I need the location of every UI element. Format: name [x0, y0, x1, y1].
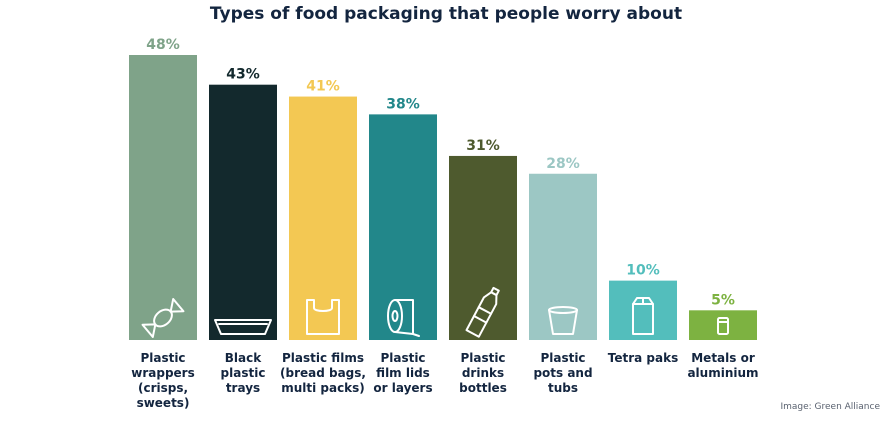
data-label: 38%: [386, 96, 420, 112]
category-label-line: sweets): [137, 396, 190, 410]
chart-title: Types of food packaging that people worr…: [209, 4, 683, 24]
category-label-line: wrappers: [131, 366, 194, 380]
category-label-line: trays: [226, 381, 260, 395]
category-label: Plastic drinks bottles: [459, 351, 507, 395]
category-label: Plastic film lids or layers: [373, 351, 432, 395]
category-label-line: Plastic films: [282, 351, 364, 365]
bar: [529, 173, 597, 340]
category-label-line: (crisps,: [138, 381, 188, 395]
bar: [369, 114, 437, 340]
data-label: 31%: [466, 138, 500, 154]
category-label-line: Plastic: [540, 351, 585, 365]
film-roll-icon: [387, 299, 420, 337]
category-label: Black plastic trays: [221, 351, 266, 395]
category-label-line: drinks: [462, 366, 504, 380]
category-label-line: Plastic: [140, 351, 185, 365]
bar: [209, 84, 277, 340]
tray-icon: [214, 319, 272, 335]
category-label-line: plastic: [221, 366, 266, 380]
data-label: 28%: [546, 156, 580, 172]
category-label: Plastic pots and tubs: [533, 351, 592, 395]
bar: [129, 55, 197, 340]
category-label-line: tubs: [548, 381, 578, 395]
category-label-line: multi packs): [281, 381, 365, 395]
category-label-line: Tetra paks: [608, 351, 678, 365]
data-label: 41%: [306, 79, 340, 95]
data-label: 5%: [711, 292, 735, 308]
category-label: Plastic films (bread bags, multi packs): [280, 351, 366, 395]
category-label: Tetra paks: [608, 351, 678, 365]
sweet-wrapper-icon: [141, 298, 185, 338]
bar: [689, 310, 757, 340]
category-label-line: pots and: [533, 366, 592, 380]
category-label-line: or layers: [373, 381, 432, 395]
carton-icon: [632, 297, 654, 335]
category-label: Metals or aluminium: [687, 351, 758, 380]
image-credit: Image: Green Alliance: [780, 402, 880, 412]
category-label-line: (bread bags,: [280, 366, 366, 380]
pot-icon: [548, 306, 578, 335]
category-label-line: aluminium: [687, 366, 758, 380]
category-label-line: Metals or: [691, 351, 755, 365]
category-label-line: Black: [225, 351, 262, 365]
bar: [609, 280, 677, 340]
category-label-line: film lids: [376, 366, 430, 380]
data-label: 48%: [146, 37, 180, 53]
bar: [449, 155, 517, 340]
category-label-line: Plastic: [460, 351, 505, 365]
bottle-icon: [465, 286, 500, 338]
plastic-bag-icon: [306, 299, 340, 335]
category-label-line: bottles: [459, 381, 507, 395]
can-icon: [717, 317, 729, 335]
category-label-line: Plastic: [380, 351, 425, 365]
bar: [289, 96, 357, 340]
data-label: 10%: [626, 263, 660, 279]
category-label: Plastic wrappers (crisps, sweets): [131, 351, 194, 410]
data-label: 43%: [226, 67, 260, 83]
